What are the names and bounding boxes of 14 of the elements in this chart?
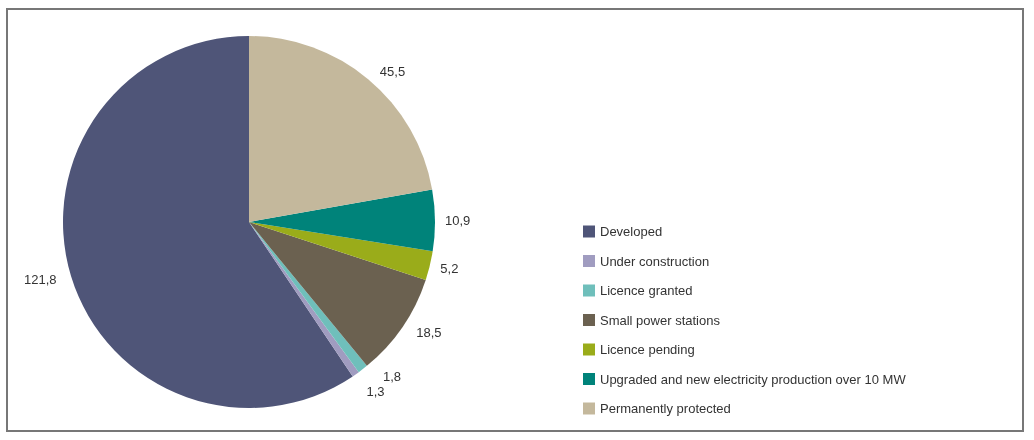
data-label: 121,8 <box>23 271 57 287</box>
data-label: 1,3 <box>366 384 385 400</box>
legend-label: Licence pending <box>600 342 695 357</box>
legend-label: Upgraded and new electricity production over 10 MW <box>600 371 907 387</box>
data-label: 1,8 <box>383 369 402 385</box>
legend-label: Small power stations <box>600 312 721 328</box>
legend-label: Permanently protected <box>600 401 731 416</box>
data-label: 45,5 <box>379 64 406 80</box>
legend-label: Licence granted <box>600 283 693 298</box>
data-label: 10,9 <box>444 212 471 228</box>
data-label: 5,2 <box>440 260 459 276</box>
legend-label: Developed <box>600 224 663 239</box>
legend-label: Under construction <box>600 253 710 269</box>
data-label: 18,5 <box>416 325 442 341</box>
